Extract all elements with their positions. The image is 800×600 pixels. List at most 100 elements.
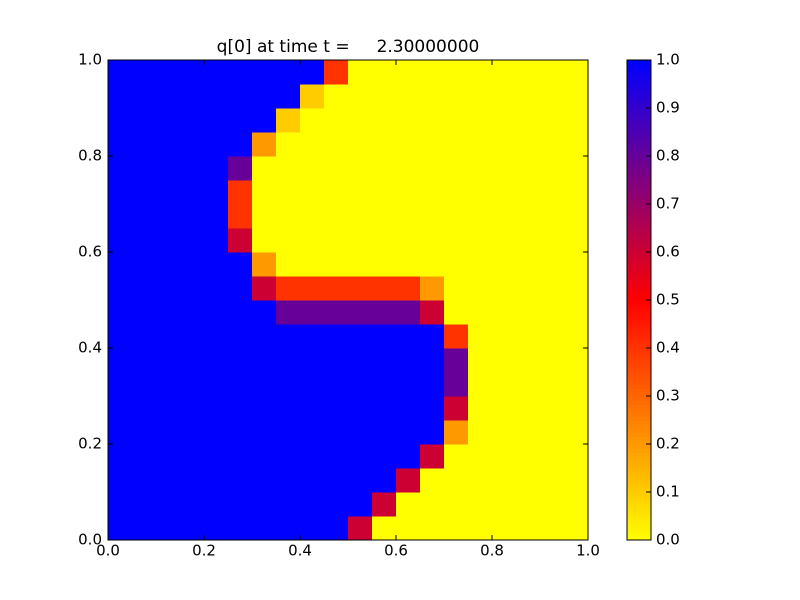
heatmap-cell [396,324,421,349]
colorbar-band [627,416,651,421]
heatmap-cell [420,132,445,157]
heatmap-cell [324,516,349,541]
heatmap-cell [204,60,229,85]
heatmap-cell [156,252,181,277]
heatmap-cell [132,156,157,181]
heatmap-cell [132,180,157,205]
colorbar-band [627,328,651,333]
colorbar-band [627,212,651,217]
colorbar-band [627,248,651,253]
heatmap-cell [540,252,565,277]
heatmap-cell [204,420,229,445]
heatmap-cell [468,180,493,205]
heatmap-cell [156,132,181,157]
heatmap-cell [396,156,421,181]
colorbar-band [627,160,651,165]
colorbar-band [627,440,651,445]
colorbar-band [627,468,651,473]
heatmap-cell [204,444,229,469]
heatmap-cell [420,420,445,445]
heatmap-cell [156,420,181,445]
heatmap-cell [420,348,445,373]
heatmap-cell [156,300,181,325]
heatmap-cell [564,348,589,373]
heatmap-cell [108,468,133,493]
colorbar-band [627,144,651,149]
heatmap-cell [372,372,397,397]
heatmap-cell [300,60,325,85]
colorbar-band [627,380,651,385]
heatmap-cell [564,60,589,85]
heatmap-cell [204,180,229,205]
heatmap-cell [276,468,301,493]
heatmap-cell [372,204,397,229]
colorbar-band [627,520,651,525]
heatmap-cell [468,228,493,253]
colorbar-band [627,176,651,181]
heatmap-cell [108,516,133,541]
heatmap-cell [228,492,253,517]
heatmap-cell [132,516,157,541]
heatmap-cell [348,252,373,277]
colorbar-band [627,224,651,229]
heatmap-cell [420,396,445,421]
heatmap-cell [348,420,373,445]
colorbar-band [627,88,651,93]
heatmap-cell [516,324,541,349]
heatmap-cell [348,444,373,469]
heatmap-cell [372,300,397,325]
heatmap-cell [420,372,445,397]
colorbar-band [627,492,651,497]
heatmap-cell [132,300,157,325]
colorbar-tick-label: 0.4 [656,339,680,357]
heatmap-cell [540,492,565,517]
heatmap-cell [156,516,181,541]
heatmap-cell [468,252,493,277]
heatmap-cell [324,108,349,133]
heatmap-cell [516,468,541,493]
colorbar-tick-label: 0.1 [656,483,680,501]
heatmap-cell [516,204,541,229]
colorbar-band [627,368,651,373]
heatmap-cell [108,348,133,373]
colorbar-band [627,184,651,189]
colorbar-band [627,256,651,261]
heatmap-cell [516,276,541,301]
colorbar-band [627,200,651,205]
heatmap-cell [276,84,301,109]
heatmap-cell [444,276,469,301]
heatmap-cell [180,108,205,133]
heatmap-cell [300,180,325,205]
heatmap-cell [492,276,517,301]
heatmap-cell [540,300,565,325]
heatmap-cell [516,372,541,397]
colorbar-band [627,140,651,145]
colorbar-band [627,516,651,521]
x-tick-label: 0.6 [384,542,408,560]
heatmap-cell [108,324,133,349]
heatmap-cell [516,396,541,421]
colorbar-band [627,396,651,401]
colorbar-band [627,448,651,453]
heatmap-cell [348,300,373,325]
heatmap-cell [180,252,205,277]
colorbar-band [627,64,651,69]
heatmap-cell [156,492,181,517]
heatmap-cell [180,60,205,85]
colorbar-tick-label: 0.2 [656,435,680,453]
colorbar-band [627,412,651,417]
heatmap-cell [180,324,205,349]
heatmap-cell [252,372,277,397]
heatmap-cell [444,132,469,157]
heatmap-cell [276,228,301,253]
colorbar-band [627,372,651,377]
heatmap-cell [564,492,589,517]
heatmap-cell [540,180,565,205]
colorbar-band [627,432,651,437]
colorbar-band [627,384,651,389]
colorbar-band [627,128,651,133]
heatmap-cell [492,348,517,373]
heatmap-cell [324,252,349,277]
colorbar-band [627,68,651,73]
heatmap-cell [156,228,181,253]
